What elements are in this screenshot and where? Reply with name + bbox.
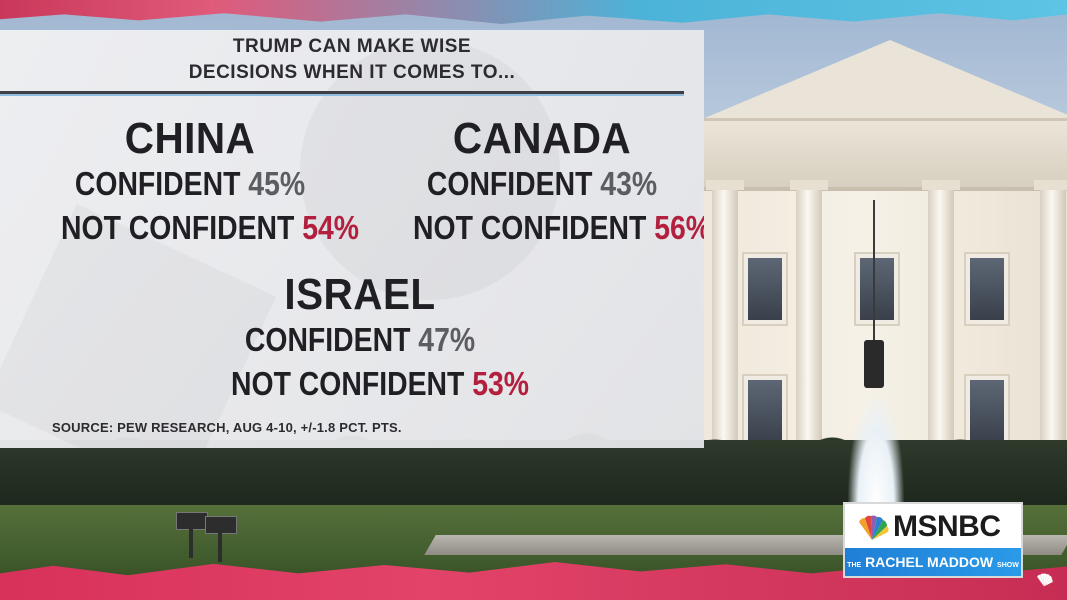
confident-label: CONFIDENT: [244, 321, 411, 358]
not-confident-row: NOT CONFIDENT 56%: [413, 206, 704, 250]
white-house-pediment: [700, 40, 1067, 120]
confident-label: CONFIDENT: [426, 165, 593, 202]
network-logo-row: MSNBC: [845, 506, 1021, 548]
not-confident-label: NOT CONFIDENT: [61, 209, 295, 246]
lawn-sign-post: [189, 528, 193, 558]
confident-label: CONFIDENT: [74, 165, 241, 202]
confident-value: 47%: [418, 321, 476, 358]
not-confident-value: 56%: [654, 209, 704, 246]
not-confident-label: NOT CONFIDENT: [231, 365, 465, 402]
window: [856, 254, 898, 324]
fountain: [848, 392, 904, 504]
country-name: CANADA: [452, 114, 632, 163]
column: [706, 180, 744, 446]
network-bug: MSNBC THE RACHEL MADDOW SHOW: [843, 502, 1023, 578]
not-confident-row: NOT CONFIDENT 54%: [61, 206, 359, 250]
not-confident-value: 53%: [472, 365, 530, 402]
show-prefix: THE: [847, 562, 862, 569]
region-block-canada: CANADA CONFIDENT 43% NOT CONFIDENT 56%: [392, 114, 704, 250]
lantern-chain: [873, 200, 875, 340]
headline-line-2: DECISIONS WHEN IT COMES TO...: [188, 62, 516, 83]
window: [966, 254, 1008, 324]
column: [922, 180, 960, 446]
region-block-israel: ISRAEL CONFIDENT 47% NOT CONFIDENT 53%: [210, 270, 529, 406]
confident-row: CONFIDENT 45%: [61, 162, 319, 206]
region-block-china: CHINA CONFIDENT 45% NOT CONFIDENT 54%: [40, 114, 359, 250]
column: [790, 180, 828, 446]
lantern: [864, 340, 884, 388]
peacock-corner-icon: [1037, 573, 1053, 587]
network-name: MSNBC: [893, 510, 1001, 543]
source-note: SOURCE: PEW RESEARCH, AUG 4-10, +/-1.8 P…: [52, 420, 402, 435]
white-house-entablature: [700, 118, 1067, 191]
peacock-logo-icon: [859, 515, 889, 540]
show-name-band: THE RACHEL MADDOW SHOW: [845, 548, 1021, 576]
poll-headline: TRUMP CAN MAKE WISE DECISIONS WHEN IT CO…: [0, 34, 704, 86]
hedge: [0, 440, 1067, 510]
poll-graphic-panel: TRUMP CAN MAKE WISE DECISIONS WHEN IT CO…: [0, 30, 704, 448]
show-suffix: SHOW: [997, 562, 1019, 569]
not-confident-value: 54%: [302, 209, 360, 246]
show-name: RACHEL MADDOW: [865, 554, 994, 570]
column: [1034, 180, 1067, 446]
country-name: ISRAEL: [284, 270, 436, 319]
confident-value: 43%: [600, 165, 658, 202]
confident-row: CONFIDENT 47%: [231, 318, 489, 362]
headline-line-1: TRUMP CAN MAKE WISE: [232, 36, 472, 57]
headline-divider: [0, 91, 684, 96]
lawn-sign-post: [218, 532, 222, 562]
confident-value: 45%: [248, 165, 306, 202]
not-confident-row: NOT CONFIDENT 53%: [231, 362, 529, 406]
window: [744, 254, 786, 324]
country-name: CHINA: [124, 114, 256, 163]
confident-row: CONFIDENT 43%: [413, 162, 671, 206]
not-confident-label: NOT CONFIDENT: [413, 209, 647, 246]
